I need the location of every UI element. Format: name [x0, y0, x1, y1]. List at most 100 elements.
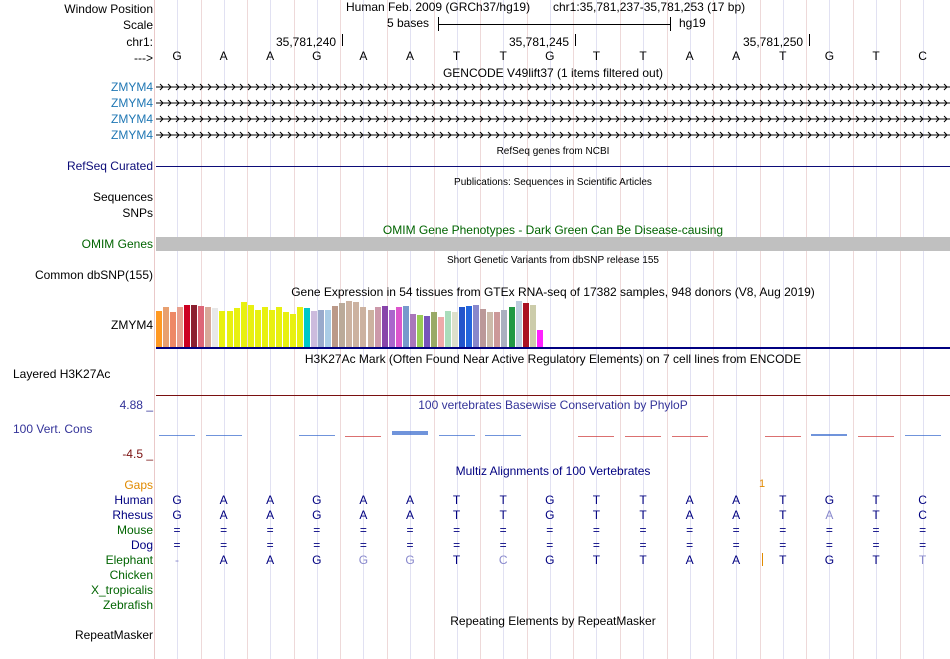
species-label-mouse[interactable]: Mouse: [116, 523, 153, 537]
phylop-score-mark[interactable]: [905, 435, 941, 436]
gencode-label-3[interactable]: ZMYM4: [111, 112, 153, 126]
gtex-tissue-bar[interactable]: [276, 307, 282, 347]
gtex-tissue-bar[interactable]: [410, 314, 416, 347]
gtex-tissue-bar[interactable]: [177, 307, 183, 347]
gtex-tissue-bar[interactable]: [262, 307, 268, 347]
gtex-tissue-bar[interactable]: [424, 316, 430, 347]
species-label-human[interactable]: Human: [114, 493, 153, 507]
gtex-tissue-bar[interactable]: [537, 330, 543, 347]
gtex-tissue-bar[interactable]: [501, 310, 507, 347]
gtex-tissue-bar[interactable]: [248, 305, 254, 347]
gtex-tissue-bar[interactable]: [219, 311, 225, 347]
gencode-transcript-1[interactable]: [156, 83, 950, 91]
gtex-tissue-bar[interactable]: [368, 310, 374, 347]
repeatmasker-label[interactable]: RepeatMasker: [74, 628, 153, 642]
phylop-score-mark[interactable]: [578, 436, 614, 437]
gtex-tissue-bar[interactable]: [325, 310, 331, 347]
gtex-tissue-bar[interactable]: [241, 302, 247, 347]
gtex-tissue-bar[interactable]: [480, 309, 486, 347]
gtex-tissue-bar[interactable]: [438, 317, 444, 347]
gtex-tissue-bar[interactable]: [353, 302, 359, 347]
species-label-dog[interactable]: Dog: [130, 538, 153, 552]
snps-label[interactable]: SNPs: [122, 206, 153, 220]
phylop-score-mark[interactable]: [811, 434, 847, 436]
gtex-tissue-bar[interactable]: [516, 301, 522, 347]
gencode-label-2[interactable]: ZMYM4: [111, 96, 153, 110]
strand-arrow-mark: [391, 99, 396, 107]
phylop-score-mark[interactable]: [672, 436, 708, 437]
phylop-track-label[interactable]: 100 Vert. Cons: [13, 422, 93, 436]
gtex-tissue-bar[interactable]: [304, 308, 310, 347]
strand-arrow-mark: [399, 99, 404, 107]
refseq-curated-label[interactable]: RefSeq Curated: [66, 159, 153, 173]
phylop-score-mark[interactable]: [159, 435, 195, 436]
gtex-tissue-bar[interactable]: [311, 311, 317, 347]
gtex-tissue-bar[interactable]: [212, 308, 218, 347]
gtex-gene-label[interactable]: ZMYM4: [111, 318, 153, 332]
gtex-tissue-bar[interactable]: [269, 310, 275, 347]
gtex-tissue-bar[interactable]: [198, 306, 204, 347]
gtex-tissue-bar[interactable]: [360, 307, 366, 347]
gtex-tissue-bar[interactable]: [445, 311, 451, 347]
gtex-tissue-bar[interactable]: [459, 307, 465, 347]
gtex-tissue-bar[interactable]: [473, 305, 479, 347]
layered-h3k27ac-label[interactable]: Layered H3K27Ac: [13, 367, 111, 381]
species-label-zebrafish[interactable]: Zebrafish: [102, 598, 153, 612]
gtex-tissue-bar[interactable]: [523, 303, 529, 347]
gtex-tissue-bar[interactable]: [170, 312, 176, 347]
phylop-score-mark[interactable]: [625, 436, 661, 437]
gtex-tissue-bar[interactable]: [205, 307, 211, 347]
gtex-tissue-bar[interactable]: [163, 307, 169, 347]
gtex-tissue-bar[interactable]: [255, 310, 261, 347]
phylop-score-mark[interactable]: [206, 435, 242, 436]
phylop-score-mark[interactable]: [392, 431, 428, 435]
phylop-score-mark[interactable]: [485, 435, 521, 436]
gtex-tissue-bar[interactable]: [494, 312, 500, 347]
gtex-tissue-bar[interactable]: [509, 307, 515, 347]
gtex-tissue-bar[interactable]: [530, 305, 536, 347]
gtex-tissue-bar[interactable]: [403, 306, 409, 347]
gtex-tissue-bar[interactable]: [184, 305, 190, 347]
gtex-tissue-bar[interactable]: [283, 312, 289, 347]
gtex-tissue-bar[interactable]: [318, 310, 324, 347]
gtex-tissue-bar[interactable]: [452, 312, 458, 347]
gtex-tissue-bar[interactable]: [332, 306, 338, 347]
gencode-transcript-2[interactable]: [156, 99, 950, 107]
phylop-score-mark[interactable]: [858, 436, 894, 437]
gencode-label-1[interactable]: ZMYM4: [111, 80, 153, 94]
gencode-transcript-4[interactable]: [156, 131, 950, 139]
gtex-tissue-bar[interactable]: [375, 307, 381, 347]
phylop-score-mark[interactable]: [765, 436, 801, 437]
gtex-tissue-bar[interactable]: [227, 311, 233, 347]
gtex-tissue-bar[interactable]: [431, 312, 437, 347]
gtex-tissue-bar[interactable]: [389, 310, 395, 347]
sequences-label[interactable]: Sequences: [92, 190, 153, 204]
common-dbsnp-label[interactable]: Common dbSNP(155): [34, 268, 153, 282]
species-label-rhesus[interactable]: Rhesus: [112, 508, 153, 522]
gtex-tissue-bar[interactable]: [234, 308, 240, 347]
gtex-tissue-bar[interactable]: [191, 305, 197, 347]
gtex-tissue-bar[interactable]: [339, 303, 345, 347]
gtex-tissue-bar[interactable]: [297, 307, 303, 347]
gencode-transcript-3[interactable]: [156, 115, 950, 123]
species-label-chicken[interactable]: Chicken: [109, 568, 153, 582]
species-label-x_tropicalis[interactable]: X_tropicalis: [90, 583, 153, 597]
phylop-score-mark[interactable]: [345, 436, 381, 437]
gtex-tissue-bar[interactable]: [156, 311, 162, 347]
species-label-elephant[interactable]: Elephant: [105, 553, 153, 567]
refseq-transcript-line[interactable]: [156, 166, 950, 167]
gtex-tissue-bar[interactable]: [382, 306, 388, 347]
gencode-label-4[interactable]: ZMYM4: [111, 128, 153, 142]
h3k27ac-baseline[interactable]: [156, 395, 950, 396]
gtex-tissue-bar[interactable]: [290, 314, 296, 347]
omim-genes-label[interactable]: OMIM Genes: [81, 237, 153, 251]
omim-gene-bar[interactable]: [156, 237, 950, 251]
phylop-score-mark[interactable]: [439, 435, 475, 436]
phylop-score-mark[interactable]: [299, 435, 335, 436]
gtex-tissue-bar[interactable]: [346, 301, 352, 347]
gtex-tissue-bar[interactable]: [417, 315, 423, 347]
gaps-label[interactable]: Gaps: [124, 478, 153, 492]
gtex-tissue-bar[interactable]: [396, 307, 402, 347]
gtex-tissue-bar[interactable]: [487, 312, 493, 347]
gtex-tissue-bar[interactable]: [466, 306, 472, 347]
